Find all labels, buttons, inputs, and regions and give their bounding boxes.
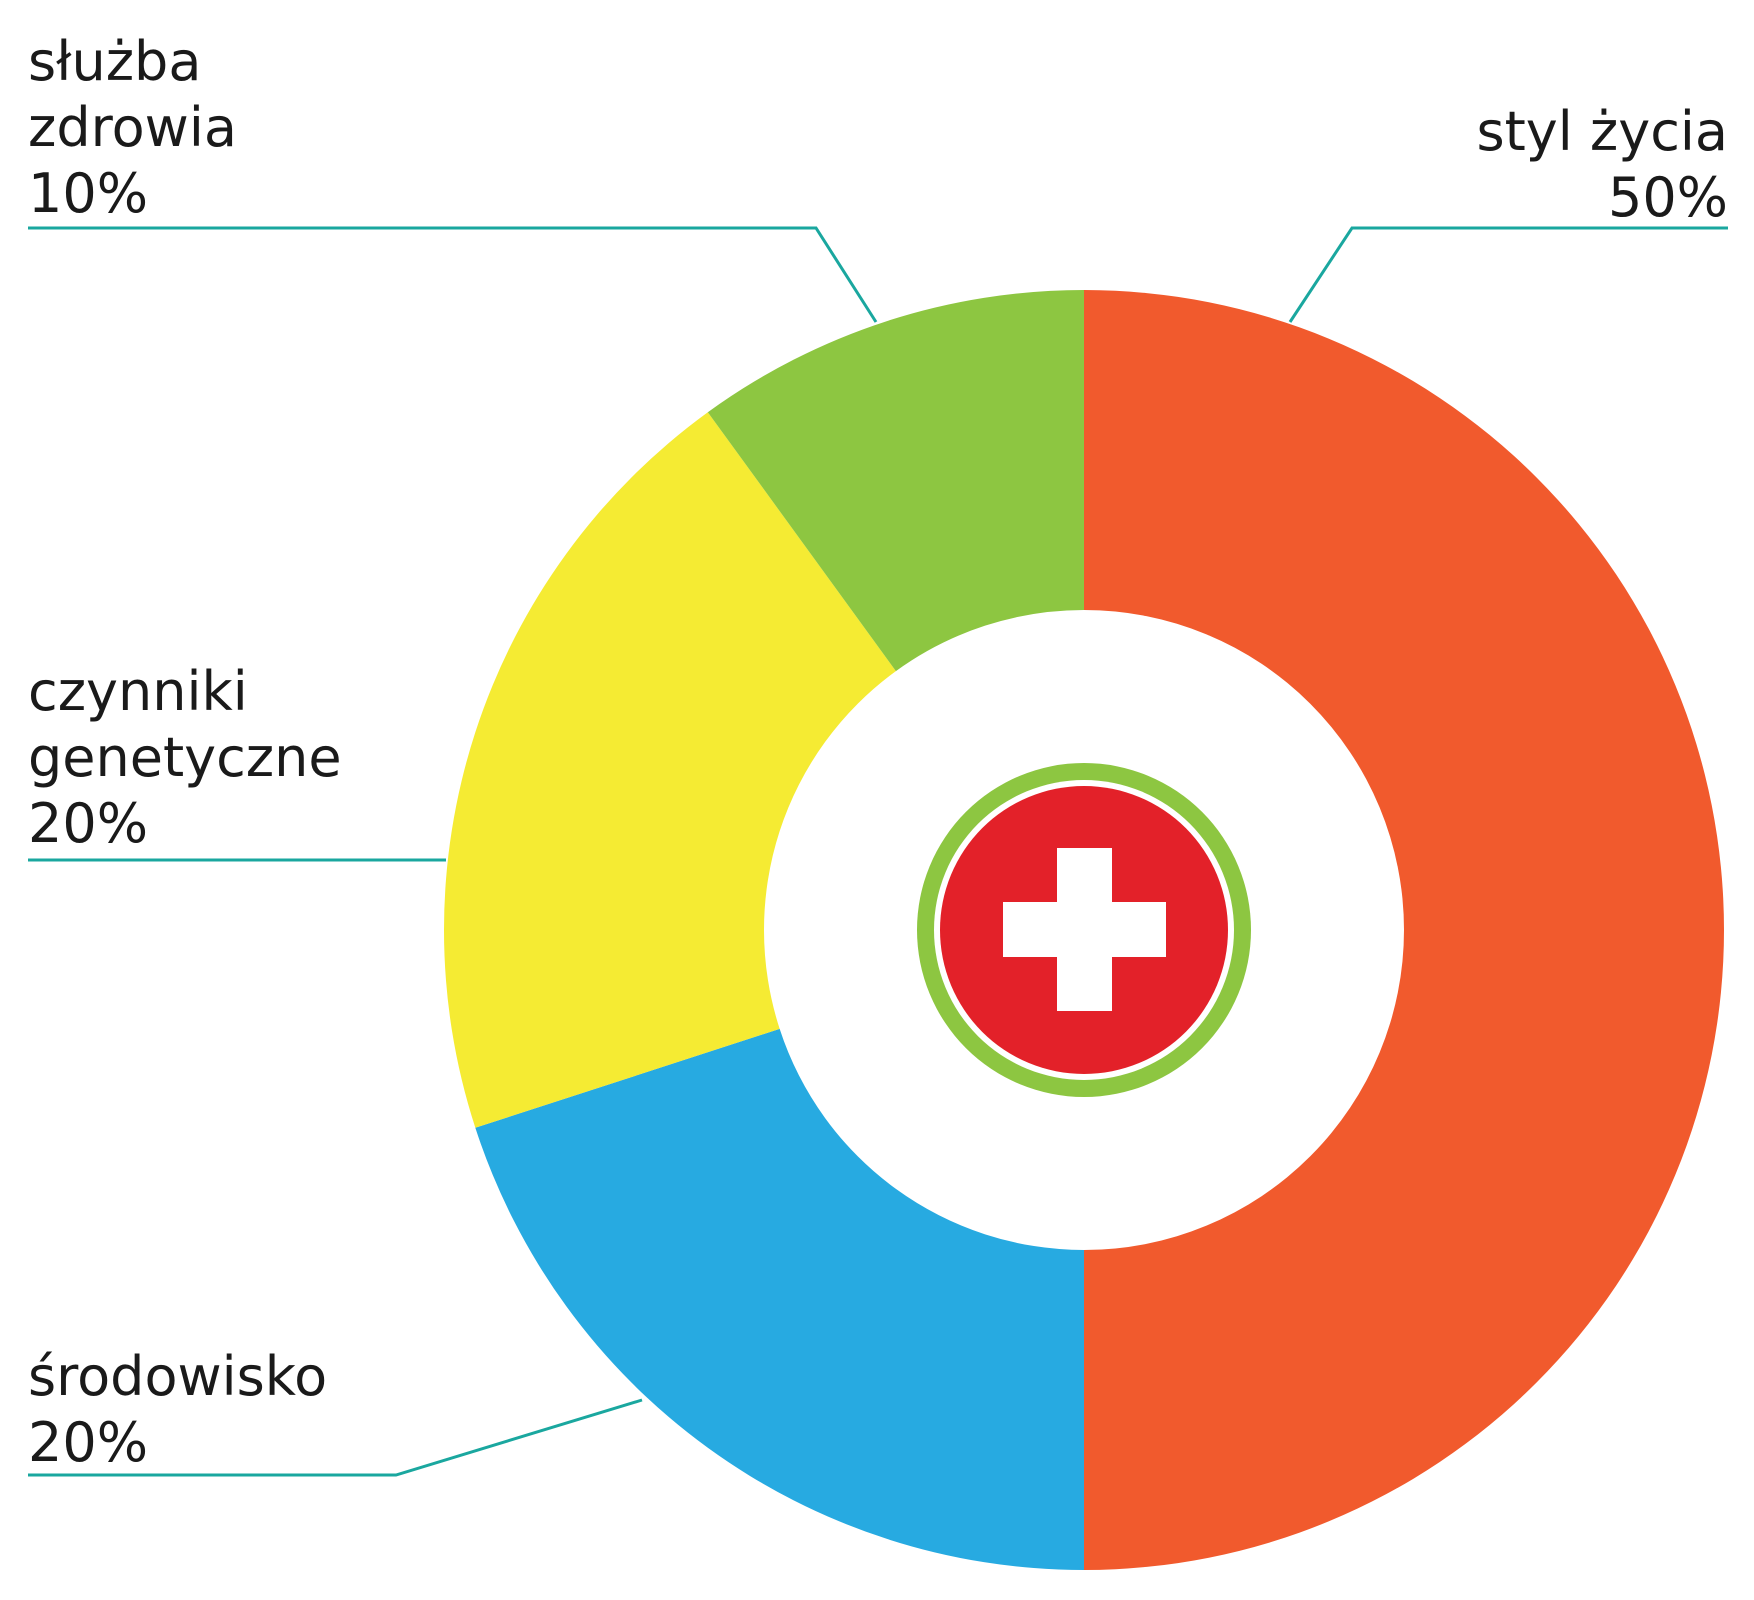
- leader-line-sluzba-zdrowia: [28, 226, 878, 323]
- slice-name-label: służba: [28, 30, 201, 93]
- slice-label-srodowisko: środowisko 20%: [28, 1345, 327, 1474]
- slice-value-label: 50%: [1608, 166, 1728, 229]
- slice-labels: styl życia 50%środowisko 20%czynniki genety…: [28, 30, 1728, 1474]
- leader-line-srodowisko: [28, 1398, 643, 1477]
- slice-label-styl-zycia: styl życia 50%: [1476, 100, 1728, 229]
- slice-value-label: 20%: [28, 1411, 148, 1474]
- chart-slices: [444, 290, 1724, 1570]
- leader-lines: [28, 226, 1728, 1477]
- slice-name-label: zdrowia: [28, 96, 237, 159]
- slice-sluzba-zdrowia: [707, 290, 1084, 672]
- slice-value-label: 20%: [28, 792, 148, 855]
- slice-styl-zycia: [1084, 290, 1724, 1570]
- slice-label-czynniki-genetyczne: czynniki genetyczne 20%: [28, 660, 342, 855]
- slice-label-sluzba-zdrowia: służba zdrowia 10%: [28, 30, 237, 225]
- slice-name-label: styl życia: [1476, 100, 1728, 163]
- slice-name-label: genetyczne: [28, 726, 342, 789]
- slice-czynniki-genetyczne: [444, 412, 896, 1128]
- slice-srodowisko: [475, 1028, 1084, 1570]
- slice-value-label: 10%: [28, 162, 148, 225]
- leader-line-styl-zycia: [1288, 226, 1728, 323]
- slice-name-label: czynniki: [28, 660, 248, 723]
- medical-cross-icon: [917, 763, 1251, 1097]
- slice-name-label: środowisko: [28, 1345, 327, 1408]
